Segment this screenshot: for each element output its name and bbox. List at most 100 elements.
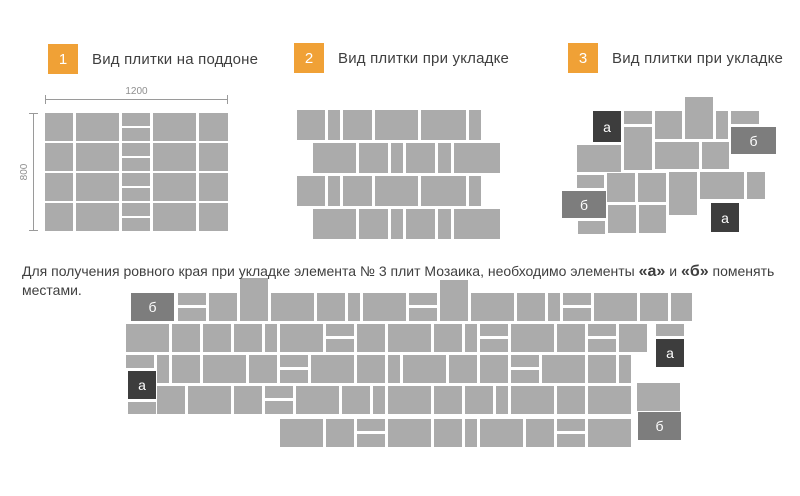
tile [716, 111, 728, 139]
tile [157, 355, 169, 383]
tile [122, 218, 150, 231]
tile [199, 143, 228, 171]
tile [637, 383, 680, 411]
section-number-badge: 2 [294, 43, 324, 73]
tile [328, 176, 340, 206]
tile [209, 293, 237, 321]
section-number-badge: 3 [568, 43, 598, 73]
tile [588, 324, 616, 336]
tile [326, 324, 354, 336]
tile [188, 386, 231, 414]
tile [454, 209, 500, 239]
tile [128, 402, 156, 414]
tile [671, 293, 692, 321]
tile [297, 110, 325, 140]
tile [608, 205, 636, 233]
tile [656, 324, 684, 336]
section-header-1: 1 Вид плитки на поддоне [48, 44, 258, 74]
tile [363, 293, 406, 321]
tile [588, 355, 616, 383]
tile [526, 419, 554, 447]
tile [434, 419, 462, 447]
tile [122, 158, 150, 171]
tile [391, 209, 403, 239]
tile [45, 113, 73, 141]
tile [438, 143, 451, 173]
tile [126, 355, 154, 368]
tile [434, 324, 462, 352]
tile [234, 324, 262, 352]
tile [434, 386, 462, 414]
tile [271, 293, 314, 321]
tile [469, 176, 481, 206]
note-label-b: «б» [680, 263, 709, 280]
tile-element-a: а [656, 339, 684, 367]
section-header-2: 2 Вид плитки при укладке [294, 43, 509, 73]
tile [265, 324, 277, 352]
tile [76, 143, 119, 171]
tile [700, 172, 744, 199]
tile [655, 111, 682, 139]
tile [343, 110, 372, 140]
tile [122, 113, 150, 126]
tile [469, 110, 481, 140]
tile [619, 355, 631, 383]
note-text: Для получения ровного края при укладке э… [22, 263, 639, 279]
section-title: Вид плитки при укладке [338, 49, 510, 67]
tile [313, 209, 356, 239]
mosaic-element-diagram: а б б а [558, 97, 776, 235]
tile [153, 173, 196, 201]
tile [638, 173, 666, 202]
tile [639, 205, 666, 233]
width-dimension-label: 1200 [125, 86, 148, 97]
note-text: поменять местами. [22, 263, 775, 298]
tile [588, 386, 631, 414]
tile [348, 293, 360, 321]
note-label-a: «а» [638, 263, 666, 280]
tile [203, 324, 231, 352]
tile [203, 355, 246, 383]
tile [607, 173, 635, 202]
tile [157, 386, 185, 414]
dimension-tick [29, 113, 38, 114]
tile [685, 97, 713, 139]
tile [45, 143, 73, 171]
tile [172, 355, 200, 383]
tile [178, 308, 206, 321]
tile [588, 419, 631, 447]
tile [375, 110, 418, 140]
tile [359, 209, 388, 239]
height-dimension: 800 [19, 113, 38, 231]
tile [359, 143, 388, 173]
tile [126, 324, 169, 352]
tile-element-a: а [128, 371, 156, 399]
tile [375, 176, 418, 206]
section-header-3: 3 Вид плитки при укладке [568, 43, 783, 73]
tile [406, 143, 435, 173]
width-dimension: 1200 [45, 86, 228, 104]
dimension-tick [45, 95, 46, 104]
tile-element-a: а [711, 203, 739, 232]
section-number-badge: 1 [48, 44, 78, 74]
tile [76, 173, 119, 201]
tile [326, 419, 354, 447]
tile [465, 386, 493, 414]
tile-element-b: б [638, 412, 681, 440]
tile [624, 111, 652, 124]
tile [496, 386, 508, 414]
tile [403, 355, 446, 383]
tile [122, 128, 150, 141]
tile [76, 203, 119, 231]
tile [511, 386, 554, 414]
tile [153, 143, 196, 171]
tile [577, 175, 604, 188]
tile [409, 293, 437, 305]
dimension-tick [227, 95, 228, 104]
instruction-note: Для получения ровного края при укладке э… [22, 262, 788, 300]
tile [297, 176, 325, 206]
tile [471, 293, 514, 321]
tile [480, 324, 508, 336]
tile [557, 419, 585, 431]
tile [122, 143, 150, 156]
tile [199, 173, 228, 201]
